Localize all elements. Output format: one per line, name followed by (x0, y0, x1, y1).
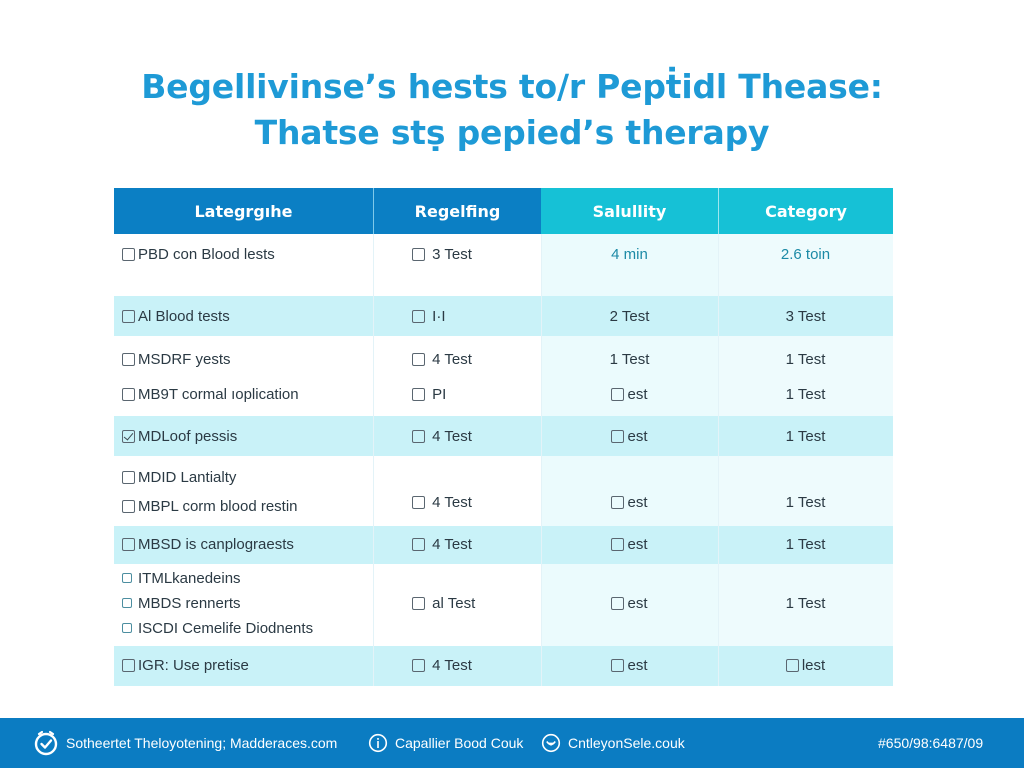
table-row-5-col3[interactable]: est (541, 494, 718, 512)
checkbox-icon[interactable] (611, 659, 625, 672)
table-row-2-col4: 3 Test (785, 308, 826, 325)
smiley-circle-icon (541, 733, 561, 753)
checkbox-icon[interactable] (412, 430, 425, 443)
checkbox-icon[interactable] (412, 353, 425, 366)
checkbox-icon[interactable] (122, 623, 132, 633)
checkbox-icon[interactable] (412, 538, 425, 551)
checkbox-icon[interactable] (412, 496, 425, 509)
table-row-4-col2[interactable]: 4 Test (412, 428, 472, 446)
checkbox-icon[interactable] (611, 388, 625, 401)
checkbox-icon[interactable] (122, 659, 135, 672)
checkbox-icon[interactable] (122, 500, 135, 513)
table-row-6-col3[interactable]: est (541, 536, 718, 554)
header-divider (718, 188, 719, 234)
checkbox-icon[interactable] (611, 538, 625, 551)
checkbox-icon[interactable] (611, 430, 625, 443)
title-line-1: Begellivinse’s hests to/r Pepṫidl Thease… (141, 67, 883, 106)
table-row-3-col1-line2[interactable]: MB9T cormal ıoplication (122, 386, 299, 404)
footer-phone: #650/98:6487/09 (878, 735, 984, 751)
checkbox-icon[interactable] (122, 248, 135, 261)
table-row-7-col1-line2[interactable]: MBDS rennerts (122, 595, 241, 613)
table-row-2-col1[interactable]: Al Blood tests (122, 308, 230, 326)
checkbox-icon[interactable] (122, 310, 135, 323)
table-row-5-col1-line1[interactable]: MDID Lantialty (122, 469, 236, 487)
table-row-7-col4: 1 Test (785, 595, 826, 612)
checkbox-icon[interactable] (122, 388, 135, 401)
checkbox-icon[interactable] (412, 248, 425, 261)
table-row-highlight (114, 296, 893, 336)
table-row-5-col1-line2[interactable]: MBPL corm blood restin (122, 498, 298, 516)
checkbox-icon[interactable] (611, 496, 625, 509)
column-divider (718, 234, 719, 686)
header-col-2[interactable]: Regelfing (374, 188, 541, 234)
table-row-7-col1-line1[interactable]: ITMLkanedeins (122, 570, 241, 588)
footer-link-2[interactable]: Capallier Bood Couk (368, 718, 523, 768)
table-row-3-col1-line1[interactable]: MSDRF yests (122, 351, 231, 369)
table-row-highlight (114, 526, 893, 564)
checkbox-icon[interactable] (122, 538, 135, 551)
page-title: Begellivinse’s hests to/r Pepṫidl Thease… (0, 64, 1024, 156)
shield-check-icon (34, 730, 58, 756)
header-col-4[interactable]: Category (719, 188, 893, 234)
table-row-2-col3: 2 Test (609, 308, 650, 325)
checkbox-icon[interactable] (122, 598, 132, 608)
table-row-8-col2[interactable]: 4 Test (412, 657, 472, 675)
table-row-3-col4-line1: 1 Test (785, 351, 826, 368)
table-row-6-col1[interactable]: MBSD is canplograests (122, 536, 294, 554)
table-row-1-col2[interactable]: 3 Test (412, 246, 472, 264)
table-row-highlight (114, 416, 893, 456)
table-row-4-col4: 1 Test (785, 428, 826, 445)
checkbox-icon[interactable] (785, 659, 799, 672)
table-row-1-col1[interactable]: PBD con Blood lests (122, 246, 275, 264)
column-divider (541, 234, 542, 686)
table-row-2-col2[interactable]: I·I (412, 308, 446, 326)
checkbox-icon[interactable] (122, 471, 135, 484)
table-row-3-col4-line2: 1 Test (785, 386, 826, 403)
table-row-8-col4[interactable]: lest (718, 657, 893, 675)
header-divider (373, 188, 374, 234)
checkbox-icon[interactable] (412, 310, 425, 323)
footer-bar: Sotheertet Theloyotening; Madderaces.com… (0, 718, 1024, 768)
header-col-1[interactable]: Lategrgıhe (114, 188, 373, 234)
table-row-3-col2-line1[interactable]: 4 Test (412, 351, 472, 369)
table-row-5-col4: 1 Test (785, 494, 826, 511)
table-row-7-col2[interactable]: al Test (412, 595, 475, 613)
table-row-8-col1[interactable]: IGR: Use pretise (122, 657, 249, 675)
checkbox-icon[interactable] (122, 353, 135, 366)
table-row-7-col1-line3[interactable]: ISCDI Cemelife Diodnents (122, 620, 313, 638)
table-row-highlight (114, 646, 893, 686)
header-col-3[interactable]: Salullity (541, 188, 718, 234)
table-row-6-col4: 1 Test (785, 536, 826, 553)
info-circle-icon (368, 733, 388, 753)
table-row-4-col3[interactable]: est (541, 428, 718, 446)
checkbox-icon[interactable] (122, 573, 132, 583)
table-row-7-col3[interactable]: est (541, 595, 718, 613)
checkbox-checked-icon[interactable] (122, 430, 135, 443)
checkbox-icon[interactable] (412, 597, 425, 610)
checkbox-icon[interactable] (412, 388, 425, 401)
table-row-6-col2[interactable]: 4 Test (412, 536, 472, 554)
table-row-1-col4: 2.6 toin (780, 246, 831, 263)
title-line-2: Thatse stṣ pepied’s therapy (254, 113, 770, 152)
table-row-8-col3[interactable]: est (541, 657, 718, 675)
table-row-4-col1[interactable]: MDLoof pessis (122, 428, 237, 446)
column-divider (373, 234, 374, 686)
footer-link-3[interactable]: CntleyonSele.couk (541, 718, 685, 768)
checkbox-icon[interactable] (412, 659, 425, 672)
tests-table: Lategrgıhe Regelfing Salullity Category … (114, 188, 893, 686)
checkbox-icon[interactable] (611, 597, 625, 610)
table-row-3-col3-line2[interactable]: est (541, 386, 718, 404)
table-row-3-col2-line2[interactable]: PI (412, 386, 446, 404)
table-row-3-col3-line1: 1 Test (609, 351, 650, 368)
footer-link-1[interactable]: Sotheertet Theloyotening; Madderaces.com (33, 718, 337, 768)
table-row-5-col2[interactable]: 4 Test (412, 494, 472, 512)
table-row-1-col3: 4 min (611, 246, 648, 263)
